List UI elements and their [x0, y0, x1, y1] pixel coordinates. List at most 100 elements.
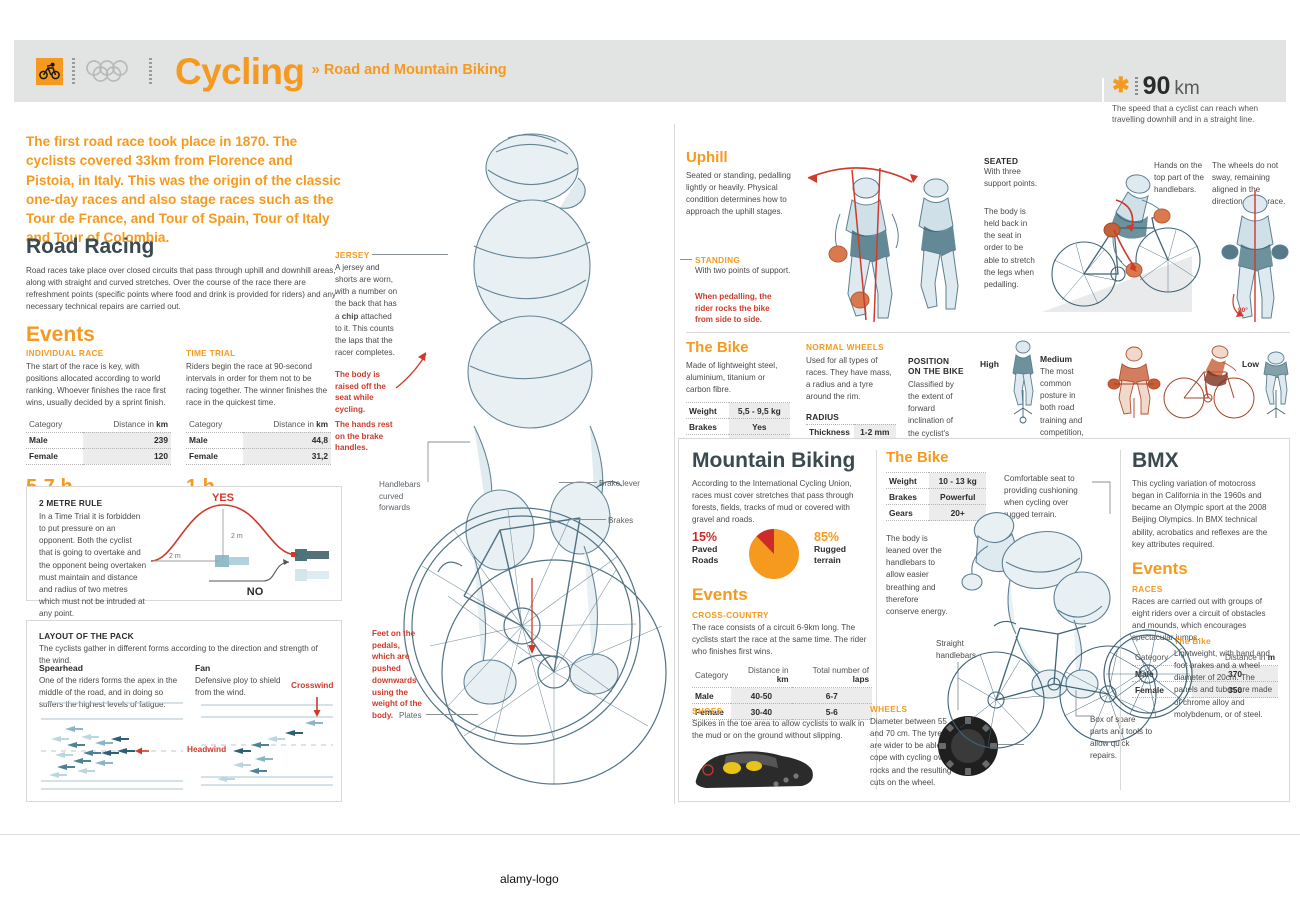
seated-note: The body is held back in the seat in ord… — [984, 207, 1035, 289]
rugged-pct: 85% — [814, 530, 840, 544]
two-metre-rule-body: In a Time Trial it is forbidden to put p… — [39, 512, 147, 619]
row-value: 10 - 13 kg — [929, 472, 986, 489]
footer-bar: alamy-logo — [0, 834, 1300, 921]
table-row: Female 30-40 5-6 — [692, 703, 872, 721]
pack-layout-box: LAYOUT OF THE PACK The cyclists gather i… — [26, 620, 342, 802]
header-dot-separator-1 — [72, 58, 75, 84]
tyre-detail-illustration — [938, 716, 998, 776]
row-label: Weight — [686, 402, 729, 420]
brakes-leader-line — [570, 519, 606, 520]
row-label: Brakes — [686, 418, 729, 436]
straight-handlebars-label: Straight handlebars — [936, 639, 977, 661]
seat-note: Comfortable seat to providing cushioning… — [1004, 474, 1078, 520]
individual-race-block: INDIVIDUAL RACE The start of the race is… — [26, 348, 171, 509]
terrain-pie-chart: 15% Paved Roads 85% Rugged terrain — [692, 526, 872, 582]
row-laps: 5-6 — [791, 703, 872, 721]
table-header-row: Category Distance in km Total number of … — [692, 665, 872, 688]
speed-divider — [1102, 78, 1104, 130]
intro-text: The first road race took place in 1870. … — [26, 134, 341, 246]
col-distance: Distance in m — [1224, 653, 1275, 663]
two-metre-rule-diagram: YES NO 2 m 2 m — [150, 492, 329, 598]
jersey-leader-line — [372, 254, 448, 255]
row-label: Male — [692, 687, 732, 705]
table-row: Brakes Yes — [686, 418, 790, 436]
mountain-inner-divider — [876, 450, 877, 790]
table-row: Brakes Powerful — [886, 488, 986, 505]
row-value: 370 — [1192, 665, 1278, 683]
bmx-bike-title: The Bike — [1174, 636, 1211, 646]
headwind-label: Headwind — [187, 744, 227, 754]
fan-body: Defensive ploy to shield from the wind. — [195, 676, 281, 698]
road-bike-section: The Bike Made of lightweight steel, alum… — [686, 340, 790, 452]
pie-svg — [749, 529, 799, 579]
page-title: Cycling — [175, 50, 305, 92]
jersey-callout: JERSEY A jersey and shorts are worn, wit… — [335, 250, 399, 359]
standing-cyclists-illustration — [807, 167, 959, 323]
normal-wheels-kicker: NORMAL WHEELS — [806, 342, 884, 352]
mtb-wheels-kicker: WHEELS — [870, 704, 908, 714]
col-category: Category — [29, 419, 63, 429]
mtb-bike-title: The Bike — [886, 449, 949, 466]
chevron-icon: » — [311, 61, 320, 78]
row-label: Female — [186, 447, 243, 465]
spearhead-diagram — [41, 702, 183, 790]
row-value: 31,2 — [242, 447, 331, 465]
plates-label: Plates — [399, 711, 422, 720]
row-label: Weight — [886, 472, 930, 489]
plates-leader-line — [426, 714, 478, 715]
jersey-kicker: JERSEY — [335, 250, 370, 260]
brakes-label: Brakes — [608, 516, 634, 525]
body-raised-arrow — [395, 352, 427, 389]
road-cyclist-illustration — [403, 133, 667, 785]
bmx-events-title: Events — [1132, 558, 1188, 578]
handlebars-leader-line — [427, 441, 470, 482]
lean-note: The body is leaned over the handlebars t… — [886, 534, 948, 616]
table-row: Weight 10 - 13 kg — [886, 472, 986, 489]
col-laps: Total number of laps — [812, 666, 869, 685]
seated-body: With three support points. — [984, 167, 1038, 189]
no-label: NO — [247, 586, 264, 598]
normal-wheels-body: Used for all types of races. They have m… — [806, 356, 892, 402]
posture-high-illustration — [1012, 340, 1034, 424]
road-racing-title: Road Racing — [26, 235, 155, 258]
time-trial-block: TIME TRIAL Riders begin the race at 90-s… — [186, 348, 331, 509]
table-row: Male 44,8 — [186, 431, 331, 449]
table-header-row: Category Distance in km — [26, 419, 171, 433]
row-label: Female — [26, 447, 83, 465]
row-value: 120 — [82, 447, 171, 465]
page-subtitle: » Road and Mountain Biking — [311, 61, 506, 81]
pack-layout-kicker: LAYOUT OF THE PACK — [39, 631, 134, 641]
posture-low-label: Low — [1242, 359, 1259, 369]
standing-callout: STANDING With two points of support. — [695, 255, 791, 277]
bmx-title: BMX — [1132, 449, 1179, 472]
two-metre-rule-kicker: 2 METRE RULE — [39, 498, 103, 508]
speed-callout: ✱ 90 km The speed that a cyclist can rea… — [1102, 74, 1272, 130]
row-distance: 30-40 — [731, 703, 792, 721]
hands-note: Hands on the top part of the handlebars. — [1154, 161, 1204, 195]
col-category: Category — [1135, 653, 1169, 663]
individual-race-body: The start of the race is key, with posit… — [26, 362, 166, 408]
seated-cyclist-illustration — [1042, 174, 1201, 312]
cross-country-table: Category Distance in km Total number of … — [692, 665, 872, 721]
speed-dot-separator — [1134, 77, 1138, 97]
row-label: Gears — [886, 504, 930, 521]
header-brand: Cycling » Road and Mountain Biking — [36, 48, 507, 94]
cross-country-body: The race consists of a circuit 6-9km lon… — [692, 623, 867, 657]
speed-description: The speed that a cyclist can reach when … — [1112, 104, 1259, 125]
shoes-block: SHOES Spikes in the toe area to allow cy… — [692, 706, 872, 742]
mtb-bike-table: Weight 10 - 13 kg Brakes Powerful Gears 20+ — [886, 472, 986, 521]
mtb-bike-section: The Bike Weight 10 - 13 kg Brakes Powerful… — [886, 450, 986, 618]
seat-leader-line — [1092, 481, 1111, 514]
spare-parts-leader-line — [1075, 690, 1094, 717]
brake-lever-label: Brake lever — [599, 479, 640, 488]
jersey-body: A jersey and shorts are worn, with a num… — [335, 263, 398, 357]
paved-pct: 15% — [692, 530, 718, 544]
row-value: 350 — [1192, 681, 1278, 699]
time-trial-table: Category Distance in km Male 44,8 Female… — [186, 419, 331, 465]
posture-low-illustration — [1263, 351, 1289, 418]
table-row: Female 31,2 — [186, 447, 331, 465]
header-bar: Cycling » Road and Mountain Biking ✱ 90 … — [14, 40, 1286, 130]
cyclist-pictogram-icon — [36, 57, 63, 85]
bmx-races-body: Races are carried out with groups of eig… — [1132, 596, 1266, 643]
alamy-logo: alamy-logo — [500, 871, 559, 886]
